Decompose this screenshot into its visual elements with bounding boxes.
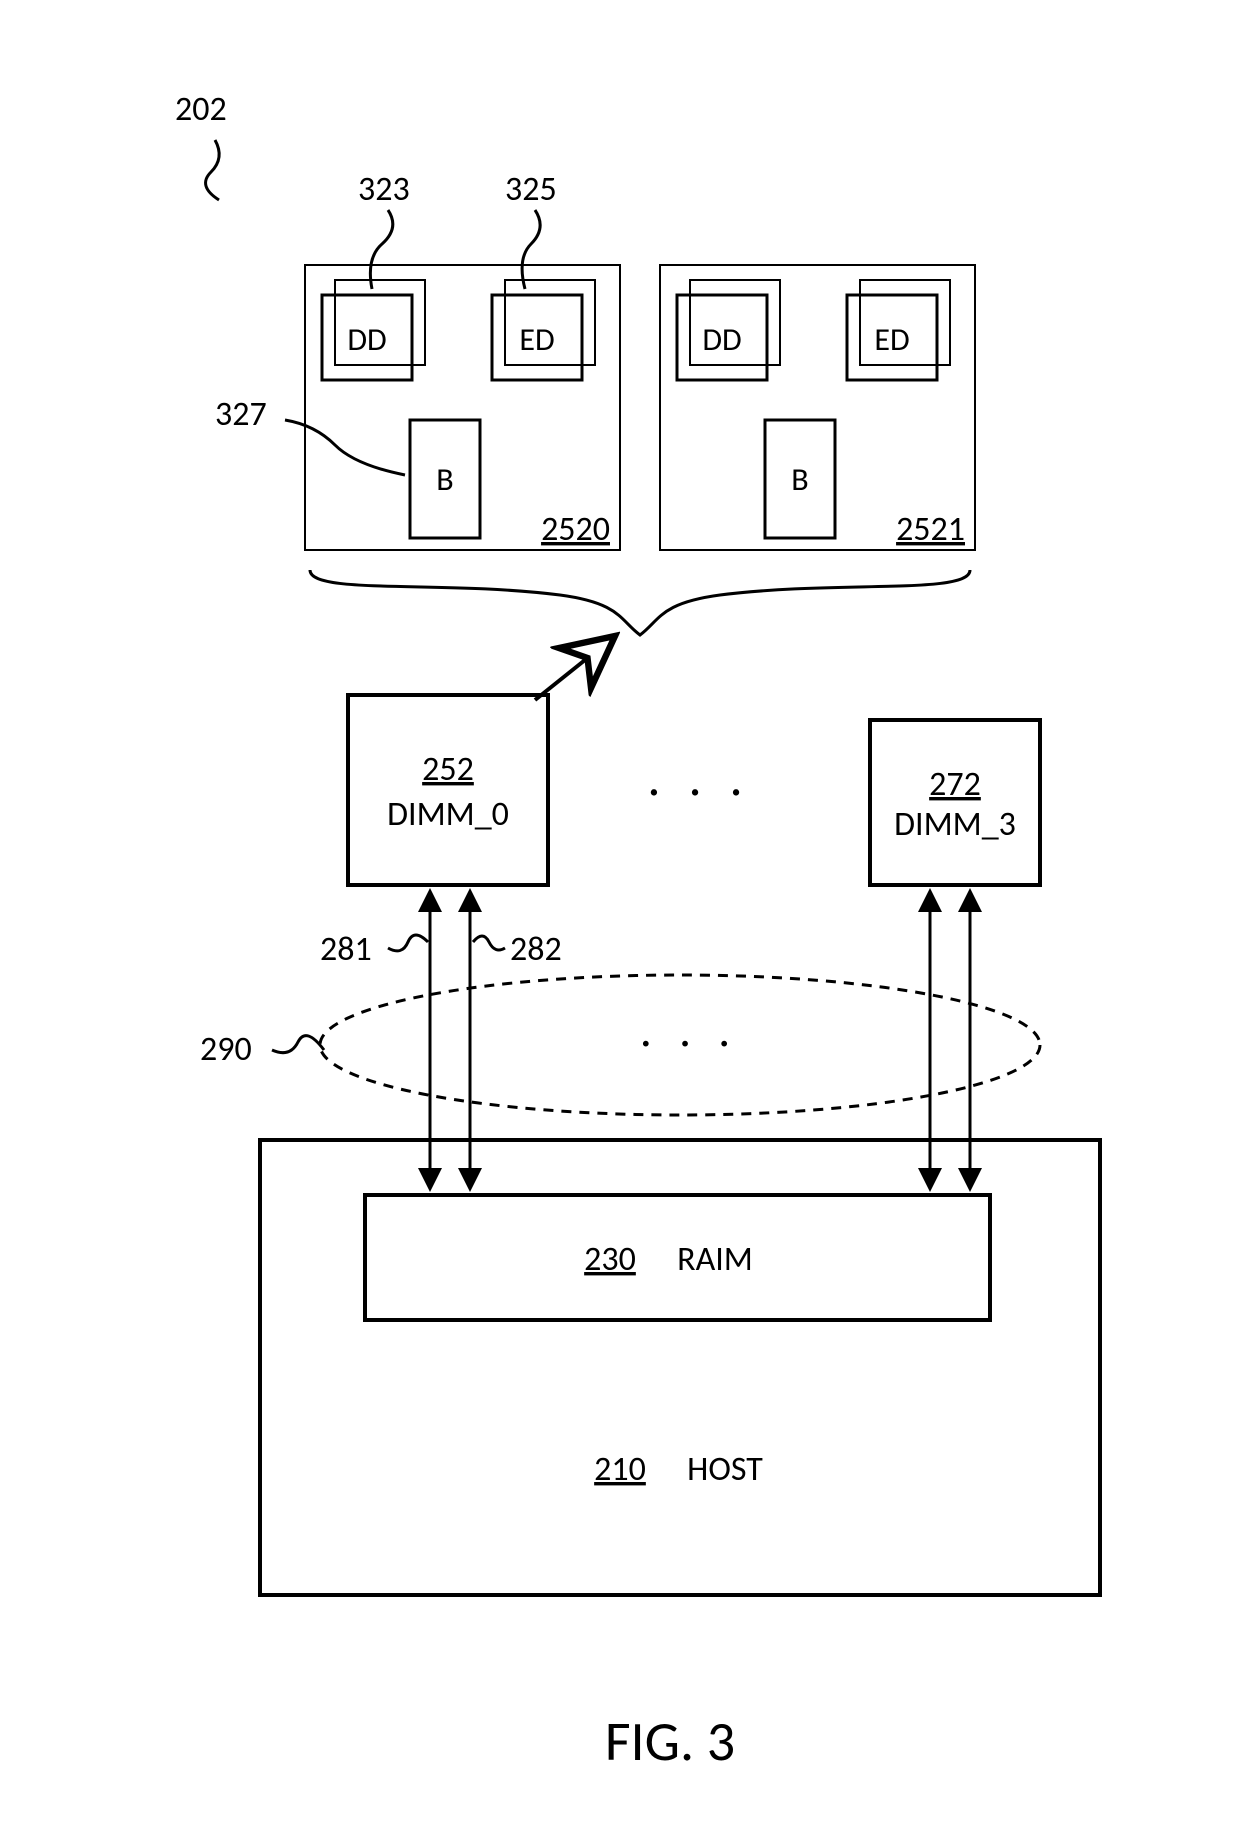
squiggle-281	[388, 935, 428, 951]
diagram-canvas: 202 323 325 DD ED B 2520 DD ED B 2521 32…	[0, 0, 1240, 1831]
lead-323	[370, 210, 392, 289]
lead-325	[522, 210, 540, 289]
dimm0-label: DIMM_0	[387, 794, 509, 835]
raim-id: 230	[584, 1239, 636, 1280]
dimm3-id: 272	[929, 764, 981, 805]
ref-282: 282	[510, 929, 562, 970]
brace-icon	[310, 570, 970, 635]
ref-202: 202	[175, 89, 227, 130]
module-id-2520: 2520	[541, 509, 610, 550]
squiggle-290	[272, 1036, 324, 1053]
host-label: HOST	[687, 1449, 763, 1490]
module-2520: DD ED B 2520	[305, 265, 620, 550]
raim-box: 230 RAIM	[365, 1195, 990, 1320]
label-dd-left: DD	[347, 320, 386, 359]
ref-323: 323	[358, 169, 410, 210]
ref-281: 281	[320, 929, 372, 970]
dimm-0: 252 DIMM_0	[348, 695, 548, 885]
raim-label: RAIM	[677, 1239, 753, 1280]
squiggle-282	[473, 936, 505, 950]
figure-label: FIG. 3	[605, 1708, 735, 1776]
dimm-ellipsis: · · ·	[648, 763, 751, 817]
module-id-2521: 2521	[896, 509, 965, 550]
squiggle-202	[206, 140, 220, 200]
label-ed-right: ED	[874, 320, 909, 359]
ref-290: 290	[200, 1029, 252, 1070]
lead-327	[285, 420, 405, 475]
host-id: 210	[594, 1449, 646, 1490]
ref-327: 327	[215, 394, 267, 435]
label-ed-left: ED	[519, 320, 554, 359]
label-dd-right: DD	[702, 320, 741, 359]
host-box	[260, 1140, 1100, 1595]
dimm-3: 272 DIMM_3	[870, 720, 1040, 885]
label-b-right: B	[791, 460, 808, 499]
dimm3-label: DIMM_3	[894, 804, 1016, 845]
ref-325: 325	[505, 169, 557, 210]
detail-arrow	[535, 640, 610, 700]
module-2521: DD ED B 2521	[660, 265, 975, 550]
label-b-left: B	[436, 460, 453, 499]
dimm0-id: 252	[422, 749, 474, 790]
bus-ellipsis: · · ·	[641, 1017, 739, 1066]
